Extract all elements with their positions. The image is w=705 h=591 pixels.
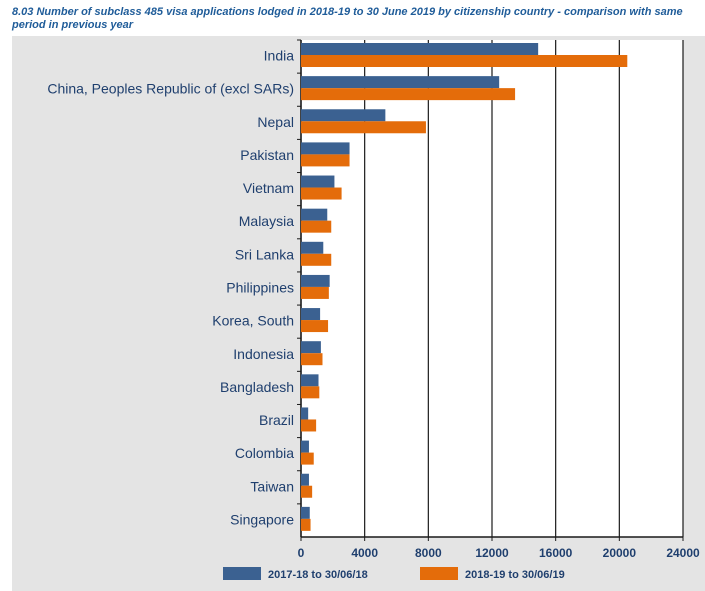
bar-2018-19 — [301, 88, 516, 101]
bar-2017-18 — [301, 407, 309, 420]
bar-2018-19 — [301, 320, 329, 333]
category-label: Colombia — [235, 445, 294, 461]
category-label: Vietnam — [243, 180, 294, 196]
category-label: Nepal — [257, 114, 294, 130]
category-label: Singapore — [230, 511, 294, 527]
category-label: Malaysia — [239, 213, 294, 229]
bar-2018-19 — [301, 452, 314, 465]
x-tick-label: 16000 — [539, 546, 573, 560]
bar-2017-18 — [301, 175, 335, 188]
legend-swatch-2018-19 — [420, 567, 458, 580]
bar-2018-19 — [301, 55, 628, 67]
category-label: Sri Lanka — [235, 246, 294, 262]
bar-2017-18 — [301, 76, 500, 89]
x-tick-label: 4000 — [351, 546, 378, 560]
bar-2017-18 — [301, 506, 310, 519]
bar-2017-18 — [301, 274, 330, 287]
bar-2018-19 — [301, 220, 332, 233]
x-tick-label: 24000 — [666, 546, 700, 560]
bar-2018-19 — [301, 419, 317, 432]
category-label: Korea, South — [212, 313, 294, 329]
bar-2017-18 — [301, 308, 321, 321]
bar-2017-18 — [301, 341, 321, 354]
category-label: Brazil — [259, 412, 294, 428]
bar-2017-18 — [301, 208, 328, 221]
bar-2018-19 — [301, 121, 426, 134]
chart-title: 8.03 Number of subclass 485 visa applica… — [12, 6, 683, 31]
bar-2017-18 — [301, 374, 319, 387]
category-label: China, Peoples Republic of (excl SARs) — [47, 81, 294, 97]
bar-2018-19 — [301, 518, 311, 531]
legend-swatch-2017-18 — [223, 567, 261, 580]
bar-2017-18 — [301, 109, 386, 122]
category-label: Philippines — [226, 280, 294, 296]
legend-label-2017-18: 2017-18 to 30/06/18 — [268, 569, 368, 581]
x-tick-label: 12000 — [475, 546, 509, 560]
bar-2018-19 — [301, 253, 332, 266]
bar-2018-19 — [301, 386, 320, 399]
category-label: Indonesia — [233, 346, 294, 362]
bar-chart: 0 4000 8000 12000 16000 20000 24000 India China,… — [47, 39, 700, 581]
bar-2017-18 — [301, 43, 539, 55]
bar-2018-19 — [301, 485, 313, 498]
bar-2018-19 — [301, 286, 329, 299]
bar-2018-19 — [301, 187, 342, 200]
chart-panel: 0 4000 8000 12000 16000 20000 24000 India China,… — [12, 36, 705, 591]
bar-2017-18 — [301, 473, 309, 486]
x-tick-label: 0 — [298, 546, 305, 560]
legend-label-2018-19: 2018-19 to 30/06/19 — [465, 569, 565, 581]
category-label: Bangladesh — [220, 379, 294, 395]
x-tick-label: 20000 — [603, 546, 637, 560]
bar-2017-18 — [301, 241, 324, 254]
x-tick-label: 8000 — [415, 546, 442, 560]
bar-2018-19 — [301, 154, 350, 167]
bar-2017-18 — [301, 142, 350, 155]
category-label: Taiwan — [250, 478, 294, 494]
category-label: Pakistan — [240, 147, 294, 163]
category-label: India — [264, 48, 295, 64]
bar-2018-19 — [301, 353, 323, 366]
bar-2017-18 — [301, 440, 309, 453]
